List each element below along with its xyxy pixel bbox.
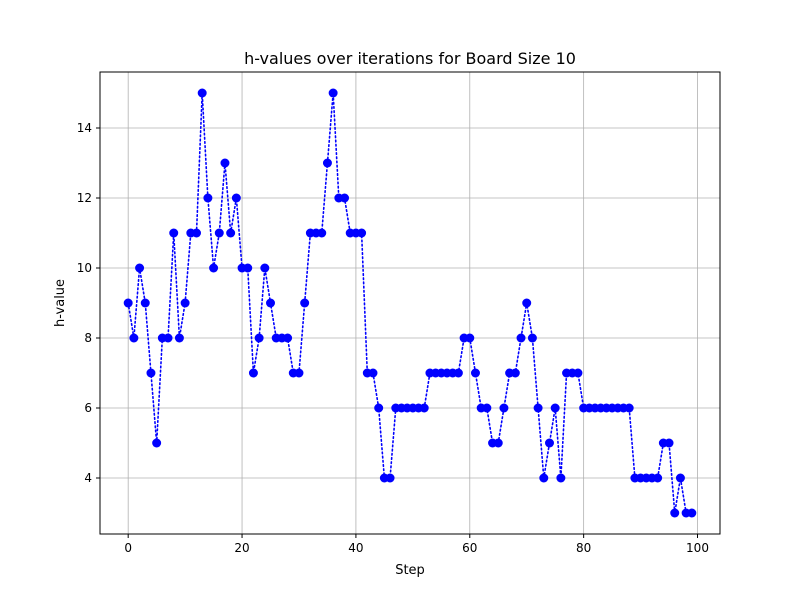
data-point <box>522 298 532 308</box>
data-point <box>482 403 492 413</box>
data-point <box>510 368 520 378</box>
data-point <box>550 403 560 413</box>
data-point <box>220 158 230 168</box>
data-point <box>675 473 685 483</box>
data-point <box>254 333 264 343</box>
data-point <box>180 298 190 308</box>
data-point <box>317 228 327 238</box>
data-point <box>556 473 566 483</box>
data-point <box>203 193 213 203</box>
series-line <box>127 92 693 514</box>
data-point <box>266 298 276 308</box>
x-tick-label: 80 <box>576 541 591 555</box>
data-point <box>260 263 270 273</box>
y-tick-label: 10 <box>77 261 92 275</box>
chart-title: h-values over iterations for Board Size … <box>244 49 576 68</box>
grid-lines <box>100 72 720 534</box>
data-point <box>544 438 554 448</box>
data-point <box>322 158 332 168</box>
data-point <box>328 88 338 98</box>
data-point <box>527 333 537 343</box>
data-point <box>368 368 378 378</box>
data-point <box>687 508 697 518</box>
data-point <box>214 228 224 238</box>
data-point <box>664 438 674 448</box>
data-point <box>163 333 173 343</box>
y-tick-label: 12 <box>77 191 92 205</box>
data-point <box>493 438 503 448</box>
data-point <box>670 508 680 518</box>
data-point <box>152 438 162 448</box>
x-tick-label: 60 <box>462 541 477 555</box>
data-point <box>294 368 304 378</box>
x-tick-label: 100 <box>686 541 709 555</box>
y-tick-label: 8 <box>84 331 92 345</box>
data-point <box>357 228 367 238</box>
data-point <box>248 368 258 378</box>
x-tick-label: 20 <box>234 541 249 555</box>
data-point <box>499 403 509 413</box>
data-point <box>123 298 133 308</box>
x-tick-label: 0 <box>124 541 132 555</box>
data-point <box>573 368 583 378</box>
data-layer <box>123 88 697 518</box>
x-axis: 0 20 40 60 80 100 <box>124 534 709 555</box>
data-point <box>169 228 179 238</box>
plot-frame <box>99 71 721 535</box>
data-point <box>209 263 219 273</box>
x-tick-label: 40 <box>348 541 363 555</box>
data-point <box>470 368 480 378</box>
data-point <box>624 403 634 413</box>
data-point <box>465 333 475 343</box>
y-tick-label: 6 <box>84 401 92 415</box>
data-point <box>192 228 201 238</box>
data-point <box>197 88 207 98</box>
data-point <box>146 368 156 378</box>
data-point <box>300 298 310 308</box>
data-point <box>385 473 395 483</box>
data-point <box>539 473 549 483</box>
data-point <box>653 473 663 483</box>
data-point <box>174 333 184 343</box>
data-point <box>226 228 236 238</box>
y-axis: 4 6 8 10 12 14 <box>77 121 100 485</box>
y-axis-label: h-value <box>53 279 68 327</box>
data-point <box>283 333 293 343</box>
data-point <box>140 298 150 308</box>
data-point <box>533 403 543 413</box>
x-axis-label: Step <box>395 563 425 578</box>
y-tick-label: 14 <box>77 121 92 135</box>
y-tick-label: 4 <box>84 471 92 485</box>
data-point <box>243 263 253 273</box>
data-point <box>135 263 145 273</box>
data-point <box>453 368 463 378</box>
data-point <box>516 333 526 343</box>
data-point <box>419 403 429 413</box>
data-point <box>129 333 139 343</box>
data-point <box>374 403 384 413</box>
data-point <box>340 193 350 203</box>
data-point <box>231 193 241 203</box>
